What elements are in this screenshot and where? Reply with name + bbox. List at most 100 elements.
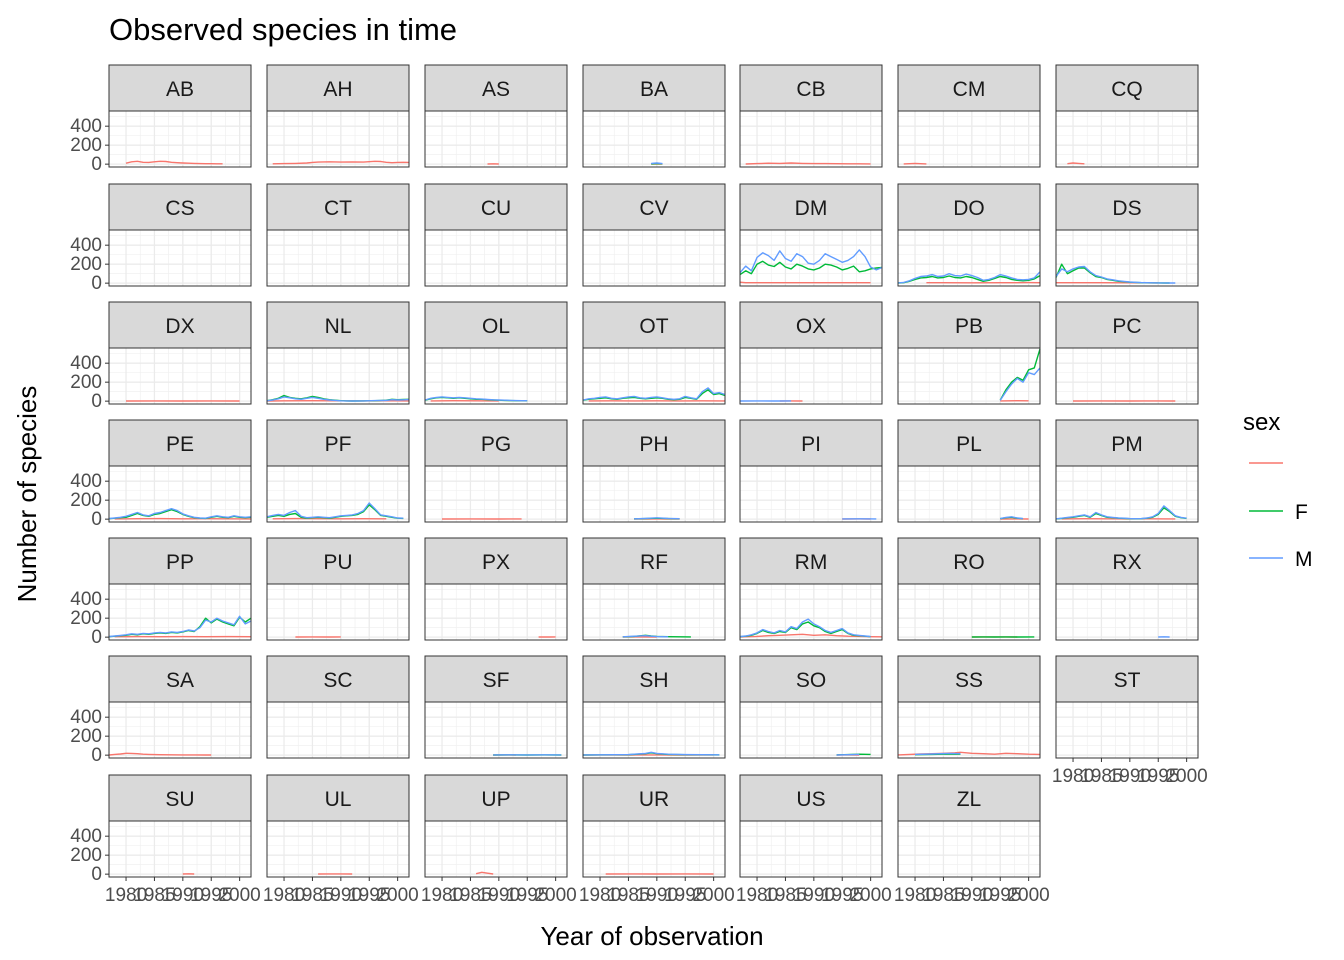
panel-border — [424, 229, 568, 287]
facet-label: PC — [1112, 315, 1141, 338]
facet-strip — [424, 183, 568, 231]
panel-border — [108, 347, 252, 405]
facet-label: SC — [323, 669, 352, 692]
panel-border — [266, 701, 410, 759]
facet-strip — [897, 655, 1041, 703]
y-tick-label: 0 — [91, 509, 102, 530]
facet-label: NL — [325, 315, 352, 338]
series-line-M — [266, 396, 410, 402]
facet-label: OL — [482, 315, 510, 338]
facet-panel: PX — [424, 537, 568, 641]
facet-label: PB — [955, 315, 983, 338]
panel-border — [424, 110, 568, 168]
y-tick-label: 0 — [91, 273, 102, 294]
panel-border — [897, 583, 1041, 641]
y-tick-label: 200 — [70, 135, 102, 156]
facet-label: AS — [482, 78, 510, 101]
facet-panel: AS — [424, 64, 568, 168]
panel-border — [108, 110, 252, 168]
facet-label: BA — [640, 78, 668, 101]
facet-label: PE — [166, 433, 194, 456]
panel-background — [1056, 230, 1198, 286]
series-line-M — [108, 615, 252, 638]
x-tick-label: 1995 — [190, 885, 232, 906]
x-tick-label: 2000 — [692, 885, 734, 906]
facet-strip — [266, 774, 410, 822]
x-tick-label: 1980 — [105, 885, 147, 906]
series-line-M — [897, 271, 1041, 284]
facet-strip — [1055, 655, 1199, 703]
facet-label: CS — [165, 197, 194, 220]
panel-background — [267, 230, 409, 286]
panel-background — [740, 348, 882, 404]
series-line-M — [634, 517, 680, 520]
x-tick-label: 1995 — [821, 885, 863, 906]
panel-background — [898, 584, 1040, 640]
panel-background — [1056, 348, 1198, 404]
facet-panel: RO — [897, 537, 1041, 641]
facet-label: UL — [325, 788, 352, 811]
panel-border — [424, 347, 568, 405]
y-tick-label: 200 — [70, 845, 102, 866]
facet-panel: PG — [424, 419, 568, 523]
panel-border — [266, 347, 410, 405]
panel-background — [1056, 584, 1198, 640]
facet-label: PI — [801, 433, 821, 456]
panel-background — [109, 584, 251, 640]
series-line-M — [266, 502, 404, 519]
x-tick-label: 1985 — [607, 885, 649, 906]
facet-strip — [582, 537, 726, 585]
x-tick-label: 1980 — [1052, 766, 1094, 787]
facet-label: CV — [639, 197, 668, 220]
facet-label: RO — [953, 551, 985, 574]
facet-strip — [1055, 301, 1199, 349]
facet-label: CT — [324, 197, 352, 220]
series-line-M — [739, 618, 871, 638]
y-tick-label: 400 — [70, 235, 102, 256]
facet-label: RM — [795, 551, 828, 574]
facet-strip — [424, 419, 568, 467]
series-line-F — [897, 274, 1041, 284]
facet-panel: PM — [1055, 419, 1199, 523]
panel-background — [1056, 466, 1198, 522]
panel-border — [108, 820, 252, 878]
facet-label: PG — [481, 433, 511, 456]
panel-background — [740, 821, 882, 877]
facet-label: SF — [483, 669, 510, 692]
series-line-F — [582, 389, 726, 401]
facet-panel: SO — [739, 655, 883, 759]
y-tick-label: 400 — [70, 826, 102, 847]
facet-strip — [1055, 183, 1199, 231]
panel-border — [739, 110, 883, 168]
facet-panel: AH — [266, 64, 410, 168]
panel-background — [740, 702, 882, 758]
panel-background — [583, 466, 725, 522]
facet-label: PH — [639, 433, 668, 456]
series-line-M — [999, 367, 1041, 401]
x-tick-label: 2000 — [849, 885, 891, 906]
facet-label: SH — [639, 669, 668, 692]
panel-background — [583, 821, 725, 877]
panel-border — [1055, 701, 1199, 759]
panel-border — [108, 465, 252, 523]
panel-background — [267, 348, 409, 404]
facet-panel: SC — [266, 655, 410, 759]
facet-label: SU — [165, 788, 194, 811]
x-tick-label: 1990 — [320, 885, 362, 906]
facet-panel: RX — [1055, 537, 1199, 641]
x-axis-title: Year of observation — [540, 921, 763, 951]
facet-strip — [108, 419, 252, 467]
facet-panel: SH — [582, 655, 726, 759]
facet-label: OT — [639, 315, 668, 338]
panel-border — [266, 583, 410, 641]
x-tick-label: 1985 — [133, 885, 175, 906]
y-tick-label: 0 — [91, 391, 102, 412]
x-tick-label: 1980 — [263, 885, 305, 906]
panel-background — [109, 702, 251, 758]
panel-background — [583, 348, 725, 404]
panel-border — [424, 820, 568, 878]
facet-label: AH — [323, 78, 352, 101]
